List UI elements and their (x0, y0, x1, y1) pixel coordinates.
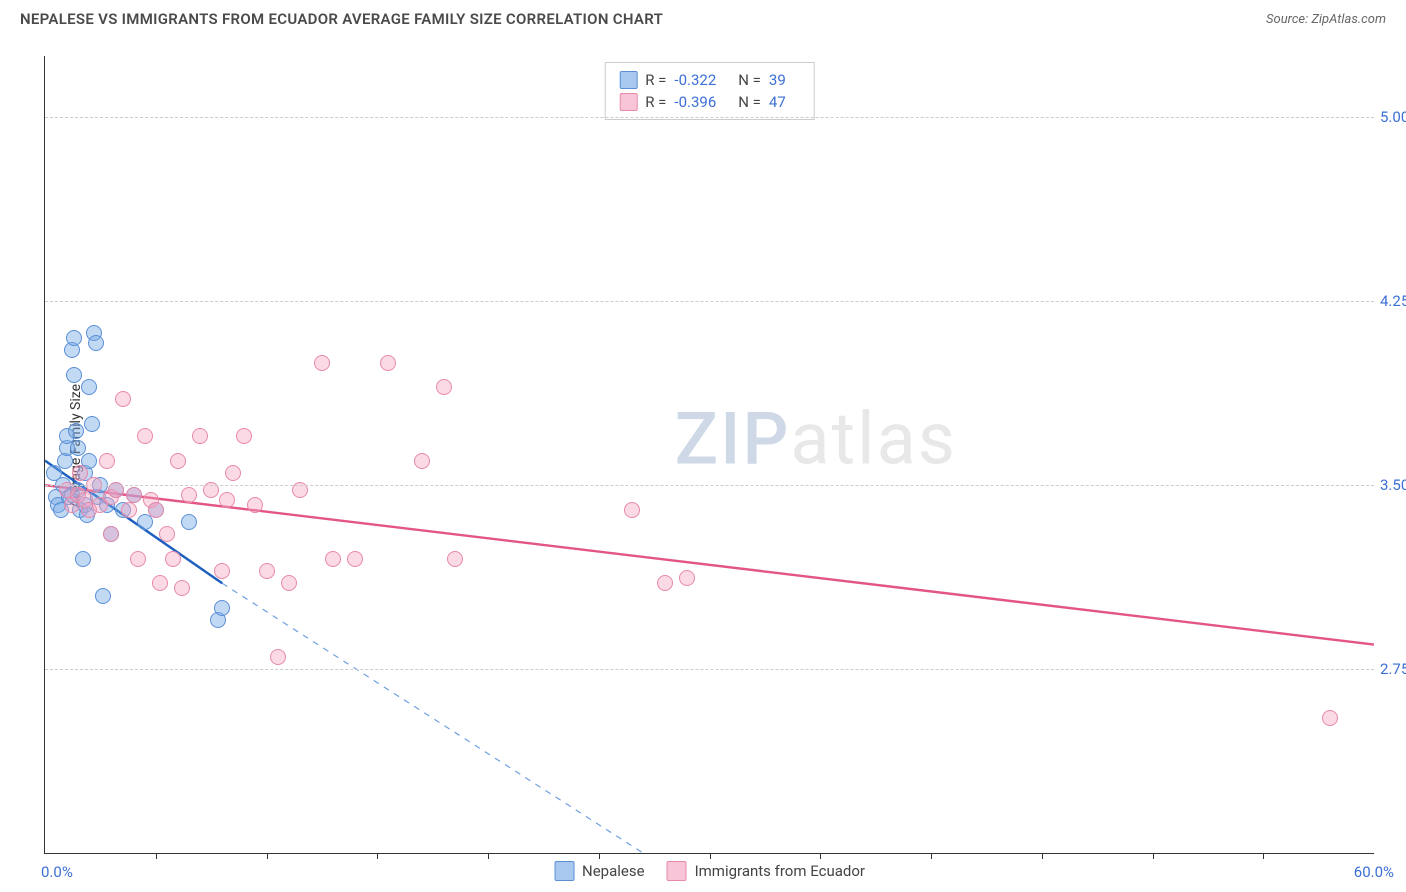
data-point-ecuador (314, 355, 330, 371)
y-tick-label: 4.25 (1380, 292, 1406, 310)
data-point-ecuador (219, 492, 235, 508)
data-point-ecuador (72, 465, 88, 481)
data-point-nepalese (214, 600, 230, 616)
data-point-nepalese (81, 379, 97, 395)
data-point-ecuador (447, 551, 463, 567)
data-point-ecuador (259, 563, 275, 579)
data-point-nepalese (66, 367, 82, 383)
data-point-ecuador (192, 428, 208, 444)
y-tick-label: 2.75 (1380, 660, 1406, 678)
x-tick (267, 853, 268, 859)
data-point-nepalese (181, 514, 197, 530)
data-point-ecuador (148, 502, 164, 518)
x-tick (1042, 853, 1043, 859)
swatch-ecuador (619, 93, 637, 111)
data-point-ecuador (137, 428, 153, 444)
n-value: 39 (769, 71, 786, 89)
data-point-ecuador (380, 355, 396, 371)
y-tick-label: 3.50 (1380, 476, 1406, 494)
stats-row-ecuador: R = -0.396 N = 47 (619, 91, 800, 113)
data-point-ecuador (174, 580, 190, 596)
data-point-ecuador (657, 575, 673, 591)
data-point-ecuador (99, 453, 115, 469)
legend-label: Nepalese (582, 862, 645, 880)
data-point-nepalese (84, 416, 100, 432)
r-label: R = (645, 71, 666, 89)
data-point-ecuador (436, 379, 452, 395)
gridline (45, 301, 1374, 302)
n-value: 47 (769, 93, 786, 111)
x-tick (931, 853, 932, 859)
data-point-ecuador (270, 649, 286, 665)
data-point-ecuador (414, 453, 430, 469)
data-point-ecuador (121, 502, 137, 518)
data-point-nepalese (137, 514, 153, 530)
gridline (45, 485, 1374, 486)
data-point-nepalese (66, 330, 82, 346)
data-point-ecuador (347, 551, 363, 567)
scatter-chart: ZIPatlas R =-0.322N =39R =-0.396N =47 Ne… (44, 56, 1374, 854)
legend-item-nepalese: Nepalese (554, 861, 645, 881)
data-point-nepalese (75, 551, 91, 567)
data-point-ecuador (170, 453, 186, 469)
correlation-stats-box: R = -0.322 N = 39 R = -0.396 N = 47 (604, 62, 815, 120)
gridline (45, 669, 1374, 670)
x-tick (1263, 853, 1264, 859)
data-point-ecuador (281, 575, 297, 591)
x-tick (1153, 853, 1154, 859)
data-point-nepalese (68, 423, 84, 439)
data-point-ecuador (165, 551, 181, 567)
gridline (45, 117, 1374, 118)
stats-row-nepalese: R = -0.322 N = 39 (619, 69, 800, 91)
r-value: -0.396 (674, 93, 716, 111)
data-point-ecuador (325, 551, 341, 567)
x-tick (156, 853, 157, 859)
data-point-ecuador (624, 502, 640, 518)
data-point-ecuador (679, 570, 695, 586)
x-tick (377, 853, 378, 859)
data-point-ecuador (159, 526, 175, 542)
swatch-nepalese (619, 71, 637, 89)
x-tick (710, 853, 711, 859)
data-point-nepalese (95, 588, 111, 604)
scatter-points-layer (45, 56, 1374, 853)
data-point-ecuador (115, 391, 131, 407)
data-point-ecuador (103, 526, 119, 542)
legend-swatch-nepalese (554, 861, 574, 881)
data-point-ecuador (247, 497, 263, 513)
data-point-ecuador (126, 487, 142, 503)
chart-title: NEPALESE VS IMMIGRANTS FROM ECUADOR AVER… (20, 10, 663, 28)
data-point-ecuador (225, 465, 241, 481)
series-legend: Nepalese Immigrants from Ecuador (554, 861, 865, 881)
r-value: -0.322 (674, 71, 716, 89)
legend-label: Immigrants from Ecuador (695, 862, 865, 880)
x-tick (488, 853, 489, 859)
n-label: N = (738, 71, 761, 89)
data-point-ecuador (130, 551, 146, 567)
r-label: R = (645, 93, 666, 111)
data-point-ecuador (236, 428, 252, 444)
data-point-ecuador (181, 487, 197, 503)
data-point-ecuador (1322, 710, 1338, 726)
x-tick (599, 853, 600, 859)
source-attribution: Source: ZipAtlas.com (1266, 12, 1386, 27)
n-label: N = (738, 93, 761, 111)
x-tick (820, 853, 821, 859)
x-axis-start-label: 0.0% (41, 863, 73, 881)
legend-swatch-ecuador (667, 861, 687, 881)
x-axis-end-label: 60.0% (1354, 863, 1394, 881)
data-point-nepalese (88, 335, 104, 351)
legend-item-ecuador: Immigrants from Ecuador (667, 861, 865, 881)
data-point-ecuador (214, 563, 230, 579)
data-point-ecuador (152, 575, 168, 591)
y-tick-label: 5.00 (1380, 108, 1406, 126)
